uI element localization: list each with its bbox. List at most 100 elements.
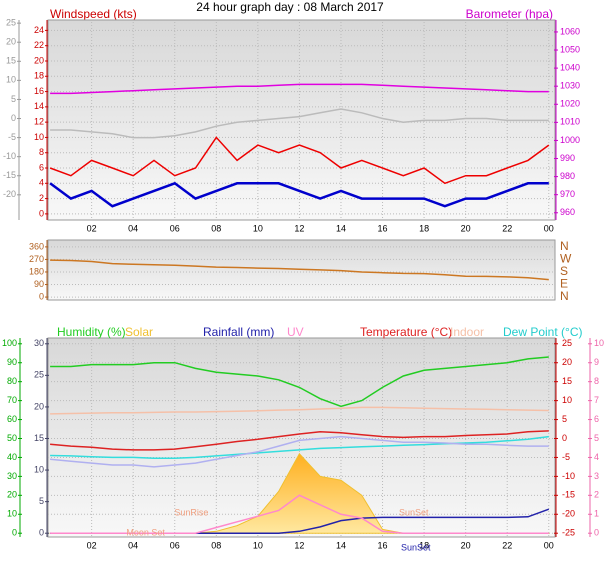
line [50,259,549,281]
legend-entry: Indoor [450,325,484,339]
y2-tick-label: 1020 [560,99,580,109]
x-tick-label: 08 [211,223,221,233]
y2-tick-label: 5 [562,414,567,424]
x-tick-label: 14 [336,540,346,550]
y3-tick-label: 15 [34,433,44,443]
x-tick-label: 22 [502,223,512,233]
y4-tick-label: 3 [594,471,599,481]
y-tick-label: 90 [34,279,44,289]
legend-entry: Humidity (%) [57,325,126,339]
y2-tick-label: -15 [562,490,575,500]
y3-tick-label: -5 [8,132,16,142]
y-axis-label: Windspeed (kts) [50,7,137,21]
y-tick-label: 70 [7,395,17,405]
line [50,494,549,534]
y2-tick-label: -25 [562,528,575,538]
y3-tick-label: 10 [6,75,16,85]
x-tick-label: 06 [170,223,180,233]
y2-tick-label: 15 [562,376,572,386]
y2-tick-label: W [560,252,572,266]
line [50,435,549,459]
y4-tick-label: 2 [594,490,599,500]
y3-tick-label: 5 [39,496,44,506]
x-tick-label: 10 [253,223,263,233]
x-tick-label: 16 [378,223,388,233]
x-tick-label: 20 [461,540,471,550]
x-tick-label: 00 [544,540,554,550]
y3-tick-label: 15 [6,56,16,66]
y2-tick-label: N [560,239,569,253]
y-tick-label: 0 [12,528,17,538]
y3-tick-label: 0 [11,113,16,123]
legend-entry: Rainfall (mm) [203,325,274,339]
y-tick-label: 10 [7,509,17,519]
y3-tick-label: 25 [6,18,16,28]
y3-tick-label: 25 [34,370,44,380]
y-tick-label: 20 [34,55,44,65]
annotation: SunRise [174,507,208,517]
y4-tick-label: 4 [594,452,599,462]
y3-tick-label: 5 [11,94,16,104]
y-tick-label: 0 [39,208,44,218]
y2-tick-label: 25 [562,338,572,348]
x-tick-label: 06 [170,540,180,550]
y-tick-label: 0 [39,291,44,301]
y-tick-label: 30 [7,471,17,481]
x-tick-label: 12 [294,540,304,550]
y3-tick-label: -20 [3,189,16,199]
y2-tick-label: E [560,277,568,291]
legend-entry: Temperature (°C) [360,325,452,339]
y3-tick-label: -10 [3,151,16,161]
y4-tick-label: 7 [594,395,599,405]
x-tick-label: 16 [378,540,388,550]
y4-tick-label: 0 [594,528,599,538]
y-tick-label: 40 [7,452,17,462]
y-tick-label: 12 [34,117,44,127]
x-tick-label: 20 [461,223,471,233]
y3-tick-label: 30 [34,338,44,348]
y-tick-label: 16 [34,86,44,96]
line [50,108,549,139]
y4-tick-label: 6 [594,414,599,424]
y-tick-label: 20 [7,490,17,500]
y2-tick-label: S [560,264,568,278]
y-tick-label: 100 [2,338,17,348]
y2-tick-label: -5 [562,452,570,462]
x-tick-label: 14 [336,223,346,233]
y2-axis-label: Barometer (hpa) [466,7,553,21]
x-tick-label: 22 [502,540,512,550]
x-tick-label: 00 [544,223,554,233]
y2-tick-label: 1050 [560,44,580,54]
y2-tick-label: 1000 [560,135,580,145]
legend-entry: Dew Point (°C) [503,325,582,339]
y-tick-label: 50 [7,433,17,443]
y4-tick-label: 9 [594,357,599,367]
line [50,430,549,451]
y3-tick-label: 20 [34,401,44,411]
y2-tick-label: 20 [562,357,572,367]
y3-tick-label: 20 [6,37,16,47]
y2-tick-label: 1060 [560,26,580,36]
y2-tick-label: 960 [560,207,575,217]
y2-tick-label: 1030 [560,81,580,91]
y3-tick-label: 10 [34,464,44,474]
x-tick-label: 04 [128,540,138,550]
annotation: SunSet [401,542,431,552]
y-tick-label: 6 [39,162,44,172]
y2-tick-label: N [560,289,569,303]
line [50,83,549,95]
line [50,356,549,408]
y2-tick-label: 1040 [560,62,580,72]
y3-tick-label: 0 [39,528,44,538]
y4-tick-label: 10 [594,338,604,348]
y-tick-label: 2 [39,193,44,203]
annotation: SunSet [399,507,429,517]
y2-tick-label: 1010 [560,117,580,127]
y-tick-label: 14 [34,101,44,111]
y-tick-label: 180 [29,266,44,276]
y4-tick-label: 8 [594,376,599,386]
legend-entry: Solar [125,325,153,339]
y2-tick-label: 0 [562,433,567,443]
y-tick-label: 80 [7,376,17,386]
y-tick-label: 18 [34,71,44,81]
